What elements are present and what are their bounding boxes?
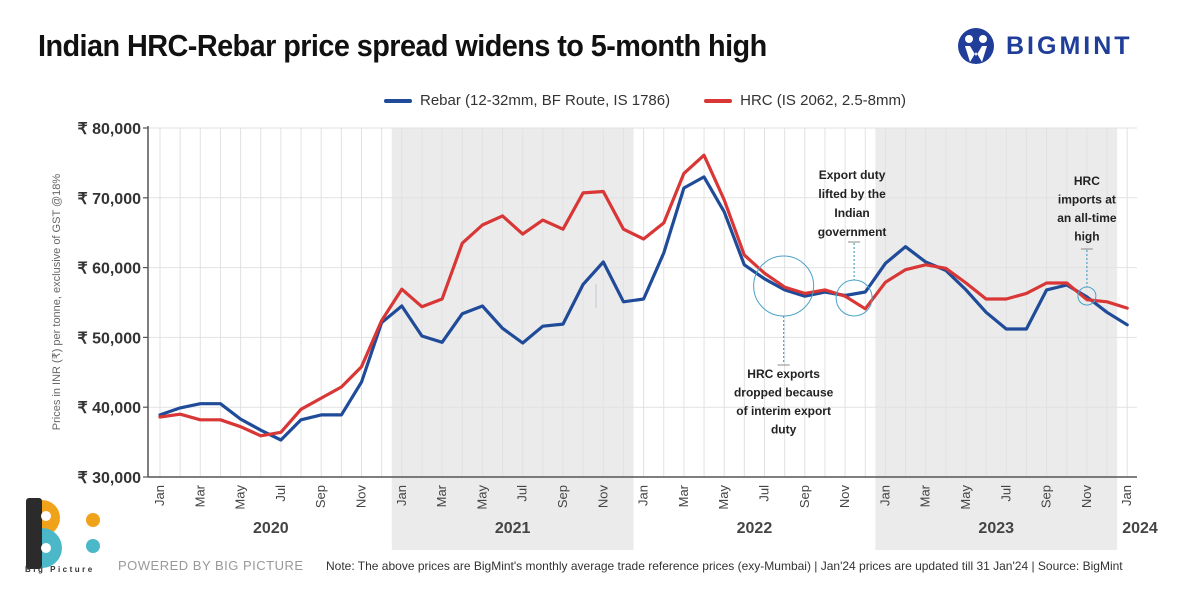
y-tick-label: ₹ 50,000 [77, 330, 141, 347]
chart-legend: Rebar (12-32mm, BF Route, IS 1786) HRC (… [0, 92, 1200, 109]
chart-title: Indian HRC-Rebar price spread widens to … [38, 28, 767, 63]
legend-swatch-rebar [384, 98, 412, 103]
x-tick-label: Sep [313, 485, 328, 508]
x-tick-label: Jul [757, 485, 772, 502]
x-tick-label: May [474, 485, 489, 510]
annotation-text: duty [771, 423, 797, 437]
x-tick-label: Jan [1119, 485, 1134, 506]
x-tick-label: Jan [636, 485, 651, 506]
legend-swatch-hrc [704, 98, 733, 103]
annotation-text: HRC exports [747, 367, 820, 381]
x-tick-label: Jul [998, 485, 1013, 502]
source-note: Note: The above prices are BigMint's mon… [326, 559, 1123, 573]
year-label-2022: 2022 [737, 520, 773, 537]
bigmint-mark-icon [958, 28, 994, 64]
bigmint-logo: BIGMINT [956, 26, 1133, 66]
x-tick-label: Sep [555, 485, 570, 508]
year-label-2021: 2021 [495, 520, 531, 537]
annotation-text: of interim export [736, 404, 831, 418]
x-tick-label: Mar [434, 484, 449, 507]
powered-by-text: POWERED BY BIG PICTURE [118, 558, 304, 573]
annotation-text: imports at [1058, 193, 1116, 207]
x-tick-label: Nov [1079, 485, 1094, 509]
annotation-text: HRC [1074, 174, 1100, 188]
big-picture-logo-icon [26, 498, 100, 569]
y-tick-label: ₹ 80,000 [77, 121, 141, 138]
annotation-text: Export duty [819, 168, 886, 182]
brand-name: BIGMINT [1006, 31, 1133, 60]
x-tick-label: Nov [354, 485, 369, 509]
x-tick-label: Mar [918, 484, 933, 507]
x-tick-label: Jan [152, 485, 167, 506]
x-tick-label: May [233, 485, 248, 510]
legend-item-rebar: Rebar (12-32mm, BF Route, IS 1786) [384, 92, 670, 109]
x-tick-label: Jul [515, 485, 530, 502]
big-picture-logo-text: Big Picture [25, 565, 95, 574]
x-tick-label: Mar [676, 484, 691, 507]
year-band-2023 [875, 128, 1118, 550]
y-axis-label: Prices in INR (₹) per tonne, exclusive o… [51, 174, 63, 431]
legend-label-rebar: Rebar (12-32mm, BF Route, IS 1786) [420, 92, 671, 109]
annotation-text: dropped because [734, 386, 834, 400]
legend-label-hrc: HRC (IS 2062, 2.5-8mm) [740, 92, 906, 109]
x-tick-label: Nov [837, 485, 852, 509]
y-tick-label: ₹ 70,000 [77, 191, 141, 208]
x-tick-label: Sep [797, 485, 812, 508]
x-tick-label: May [716, 485, 731, 510]
year-label-2023: 2023 [978, 520, 1014, 537]
x-tick-label: Nov [595, 485, 610, 509]
year-label-2020: 2020 [253, 520, 289, 537]
year-label-2024: 2024 [1122, 520, 1158, 537]
x-tick-label: May [958, 485, 973, 510]
x-tick-label: Jan [877, 485, 892, 506]
annotation-text: an all-time [1057, 211, 1117, 225]
annotation-text: lifted by the [818, 187, 886, 201]
y-tick-label: ₹ 40,000 [77, 400, 141, 417]
annotation-text: government [818, 225, 887, 239]
annotation-circle-export-duty [835, 279, 873, 317]
x-tick-label: Mar [192, 484, 207, 507]
annotation-text: Indian [834, 206, 869, 220]
legend-item-hrc: HRC (IS 2062, 2.5-8mm) [704, 92, 906, 109]
y-tick-label: ₹ 60,000 [77, 261, 141, 278]
annotation-text: high [1074, 230, 1099, 244]
x-tick-label: Jul [273, 485, 288, 502]
x-tick-label: Jan [394, 485, 409, 506]
x-tick-label: Sep [1039, 485, 1054, 508]
y-tick-label: ₹ 30,000 [77, 470, 141, 487]
